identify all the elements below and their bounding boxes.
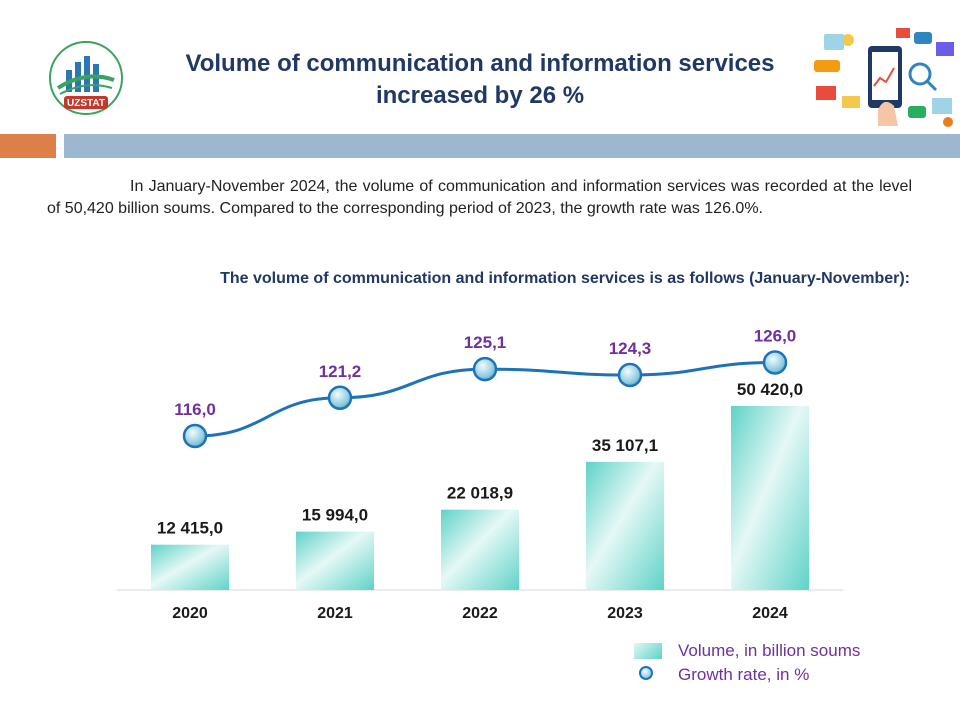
growth-point-2022 xyxy=(472,356,498,382)
x-tick-label: 2022 xyxy=(462,605,498,622)
legend-bar-swatch xyxy=(634,643,662,659)
x-tick-label: 2021 xyxy=(317,605,353,622)
chart-subtitle: The volume of communication and informat… xyxy=(220,270,910,287)
digital-services-illustration xyxy=(814,28,954,127)
growth-point-2020 xyxy=(182,423,208,449)
growth-data-label: 116,0 xyxy=(174,400,216,419)
legend-marker-swatch xyxy=(639,666,653,680)
intro-paragraph: In January-November 2024, the volume of … xyxy=(47,178,912,217)
bar-data-label: 12 415,0 xyxy=(157,519,223,538)
growth-data-label: 126,0 xyxy=(754,327,797,346)
x-tick-label: 2024 xyxy=(752,605,788,622)
bar-2024 xyxy=(731,406,809,590)
bar-data-label: 22 018,9 xyxy=(447,484,513,503)
bar-2022 xyxy=(441,509,519,590)
bar-data-label: 50 420,0 xyxy=(737,380,803,399)
bar-data-label: 15 994,0 xyxy=(302,506,368,525)
legend-label: Volume, in billion soums xyxy=(678,641,861,660)
bar-2021 xyxy=(296,531,374,590)
bar-data-label: 35 107,1 xyxy=(592,436,658,455)
bar-2023 xyxy=(586,461,664,590)
logo-text: UZSTAT xyxy=(67,98,105,109)
growth-data-label: 121,2 xyxy=(319,362,362,381)
growth-point-2023 xyxy=(617,362,643,388)
growth-data-label: 124,3 xyxy=(609,339,652,358)
header-band xyxy=(64,134,960,158)
header-band-accent xyxy=(0,134,56,158)
page-title: Volume of communication and information … xyxy=(185,50,775,109)
x-tick-label: 2020 xyxy=(172,605,208,622)
uzstat-logo: UZSTAT xyxy=(49,41,123,115)
combo-chart: 12 415,0 2020 15 994,0 2021 22 018,9 2022 35 1… xyxy=(117,327,843,622)
growth-point-2021 xyxy=(327,385,353,411)
legend-label: Growth rate, in % xyxy=(678,665,810,684)
x-tick-label: 2023 xyxy=(607,605,643,622)
bar-2020 xyxy=(151,544,229,590)
growth-data-label: 125,1 xyxy=(464,333,507,352)
growth-point-2024 xyxy=(762,350,788,375)
